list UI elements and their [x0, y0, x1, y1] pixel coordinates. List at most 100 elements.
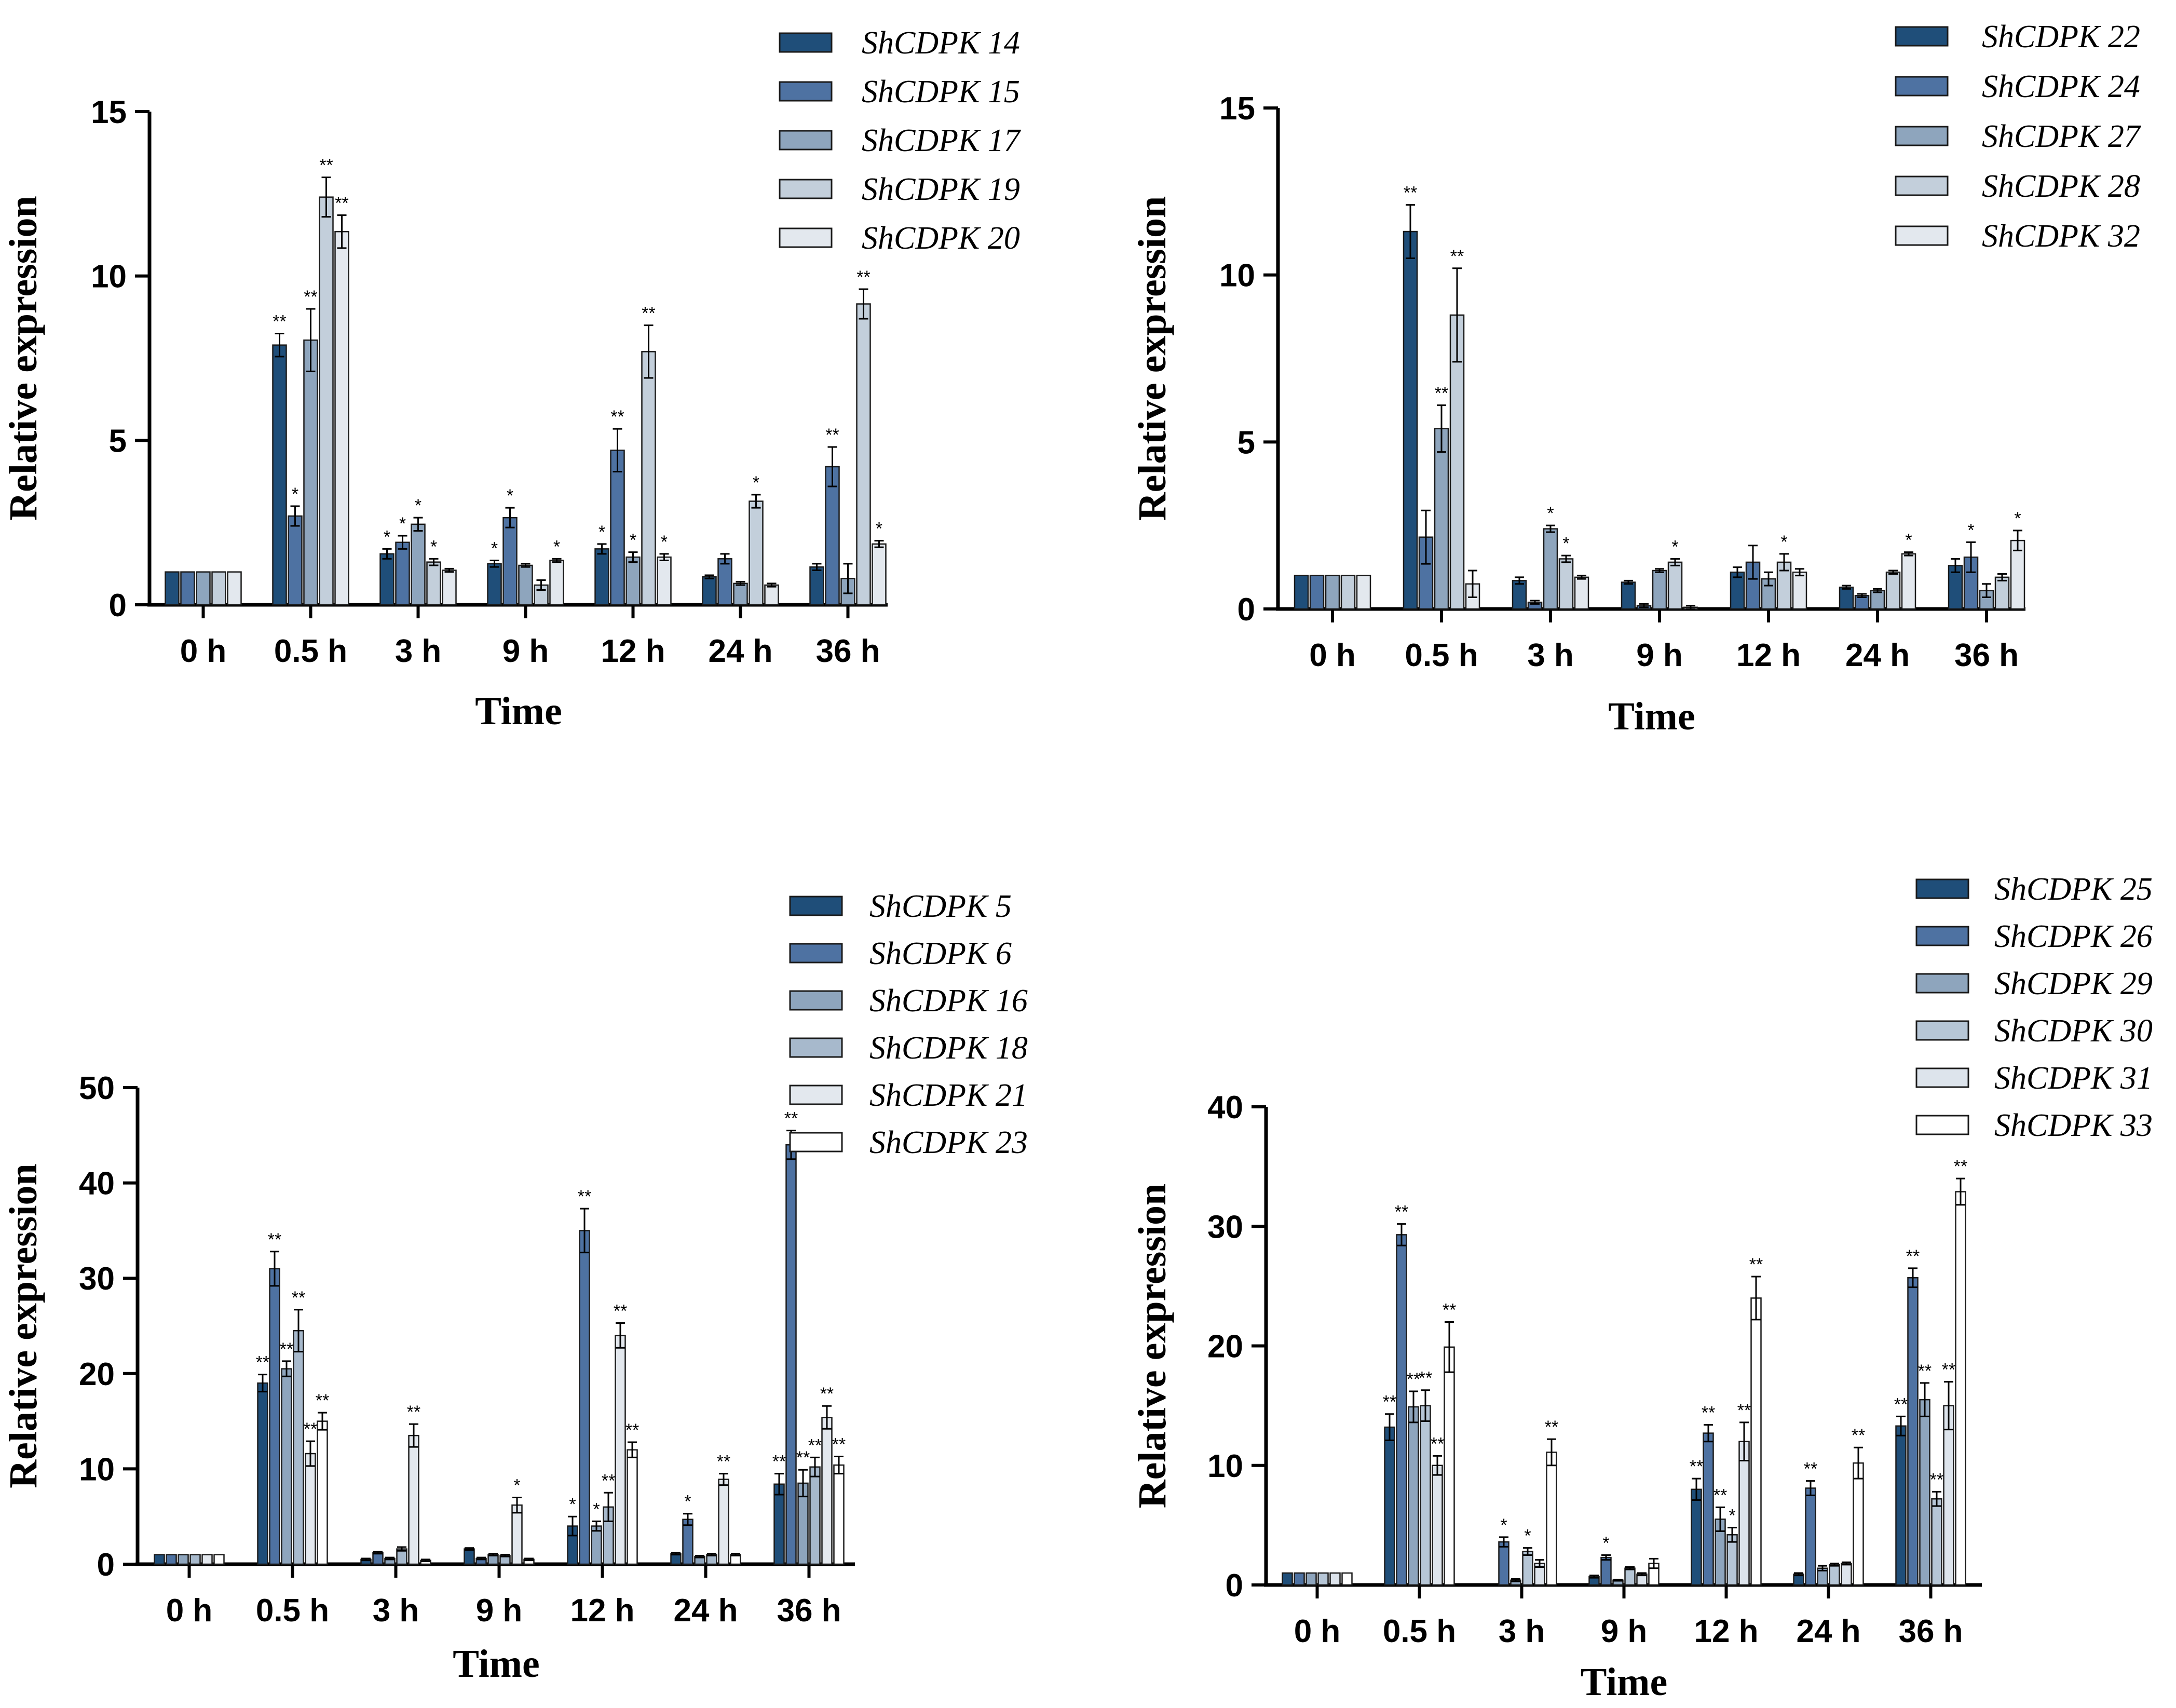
legend-label: ShCDPK 33 — [1994, 1108, 2153, 1143]
bar — [1305, 1572, 1317, 1586]
bar — [319, 196, 334, 606]
legend-label: ShCDPK 25 — [1994, 872, 2153, 907]
bar — [1558, 558, 1574, 610]
legend-swatch — [1895, 126, 1949, 146]
bar — [189, 1554, 201, 1565]
bar — [1652, 570, 1667, 610]
y-tick-label: 20 — [79, 1357, 115, 1392]
bar — [1498, 1541, 1509, 1586]
significance-label: * — [630, 531, 636, 550]
significance-label: ** — [1431, 1434, 1444, 1454]
legend-swatch — [789, 1085, 843, 1105]
x-tick-label: 3 h — [373, 1593, 419, 1629]
significance-label: * — [1602, 1533, 1609, 1553]
significance-label: ** — [602, 1471, 615, 1490]
significance-label: ** — [1702, 1403, 1715, 1422]
y-tick-label: 20 — [1207, 1329, 1243, 1365]
bar — [1919, 1399, 1930, 1586]
bar — [201, 1554, 213, 1565]
bar — [809, 1466, 821, 1565]
significance-label: * — [876, 519, 882, 539]
legend-label: ShCDPK 5 — [869, 889, 1012, 924]
x-tick-label: 9 h — [1636, 638, 1683, 673]
y-tick-label: 5 — [1237, 425, 1255, 460]
bar — [464, 1548, 475, 1565]
significance-label: ** — [335, 194, 348, 213]
bar — [1317, 1572, 1329, 1586]
bar — [1963, 557, 1979, 610]
bar — [180, 571, 195, 606]
bar — [1444, 1346, 1455, 1586]
bar — [1449, 314, 1465, 610]
bar — [379, 553, 395, 606]
bar — [591, 1525, 602, 1565]
significance-label: ** — [856, 267, 870, 287]
y-tick-label: 0 — [1226, 1568, 1243, 1604]
significance-label: * — [384, 527, 390, 547]
legend-swatch — [779, 81, 833, 102]
bar — [1750, 1297, 1762, 1586]
legend-swatch — [1915, 878, 1969, 899]
y-tick-label: 0 — [109, 588, 127, 623]
significance-label: ** — [610, 407, 624, 427]
legend-swatch — [1915, 926, 1969, 946]
legend-label: ShCDPK 24 — [1982, 69, 2140, 104]
legend-label: ShCDPK 19 — [862, 172, 1020, 207]
bar — [1512, 580, 1527, 610]
significance-label: * — [2014, 509, 2021, 528]
x-tick-label: 24 h — [1796, 1614, 1860, 1649]
significance-label: ** — [1749, 1255, 1763, 1275]
bar — [1955, 1191, 1966, 1586]
bar — [305, 1453, 316, 1565]
bar — [1543, 528, 1558, 610]
y-tick-label: 5 — [109, 423, 127, 459]
significance-label: ** — [820, 1384, 834, 1404]
bar — [1895, 1425, 1907, 1586]
significance-label: ** — [1852, 1426, 1865, 1445]
bar — [856, 303, 871, 606]
bar — [1839, 586, 1854, 610]
bar — [809, 566, 824, 606]
bar — [1522, 1551, 1533, 1586]
significance-label: ** — [1894, 1394, 1908, 1414]
legend-swatch — [789, 896, 843, 916]
significance-label: ** — [832, 1435, 846, 1455]
bar — [610, 450, 625, 606]
x-tick-label: 0 h — [166, 1593, 213, 1629]
legend-swatch — [789, 990, 843, 1011]
bar — [288, 515, 303, 606]
significance-label: ** — [1450, 247, 1464, 266]
significance-label: ** — [784, 1109, 798, 1129]
significance-label: ** — [280, 1339, 293, 1359]
significance-label: ** — [1395, 1202, 1408, 1222]
bar — [1546, 1452, 1557, 1586]
bar — [442, 570, 457, 606]
bar — [1432, 1465, 1443, 1586]
legend-swatch — [1915, 1115, 1969, 1135]
bar — [1356, 575, 1371, 610]
bar — [1384, 1426, 1395, 1586]
bar — [487, 563, 502, 606]
x-tick-label: 3 h — [395, 633, 442, 669]
significance-label: ** — [256, 1353, 269, 1373]
x-tick-label: 0 h — [1309, 638, 1356, 673]
significance-label: * — [599, 522, 605, 542]
y-tick-label: 15 — [1219, 91, 1255, 127]
bar — [213, 1554, 225, 1565]
significance-label: ** — [268, 1230, 281, 1250]
bar — [303, 339, 318, 606]
significance-label: * — [569, 1495, 576, 1514]
significance-label: * — [1524, 1526, 1531, 1546]
legend-swatch — [1895, 26, 1949, 47]
significance-label: ** — [1713, 1485, 1727, 1505]
x-axis-title: Time — [453, 1642, 539, 1686]
x-tick-label: 36 h — [815, 633, 880, 669]
x-tick-label: 0.5 h — [1383, 1614, 1456, 1649]
bar — [1885, 571, 1901, 610]
y-axis-title: Relative expression — [1131, 196, 1174, 521]
y-tick-label: 10 — [1219, 258, 1255, 294]
bar — [1994, 576, 2010, 610]
x-tick-label: 9 h — [502, 633, 549, 669]
